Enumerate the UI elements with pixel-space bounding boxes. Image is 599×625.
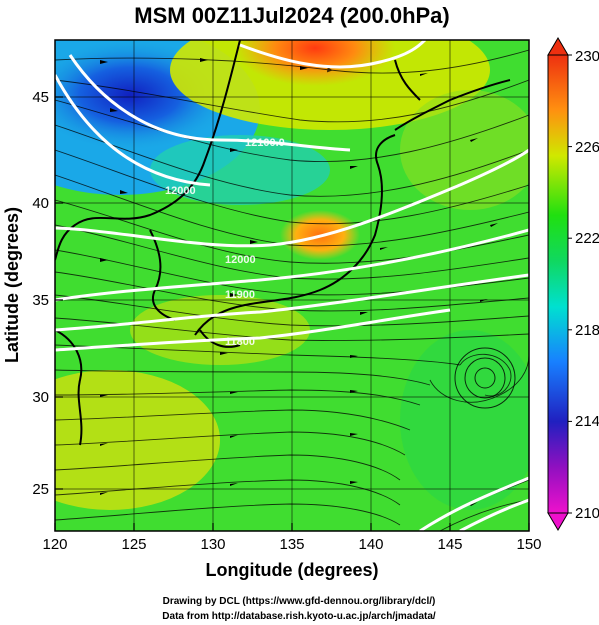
y-ticks	[55, 96, 63, 490]
plot-title: MSM 00Z11Jul2024 (200.0hPa)	[134, 3, 450, 28]
yellow-region-ne	[400, 90, 529, 210]
colorbar-top-triangle	[547, 37, 569, 56]
cyclone-swirl	[454, 347, 516, 409]
contour-label-1: 12100.0	[245, 137, 285, 149]
x-tick-label: 120	[42, 536, 67, 553]
colorbar-tick-label: 226	[575, 139, 599, 156]
streamline-arrows	[90, 58, 498, 506]
y-tick-label: 45	[32, 89, 49, 106]
x-tick-label: 130	[200, 536, 225, 553]
contour-label-5: 11800	[225, 336, 255, 348]
contour-label-3: 12000	[225, 254, 256, 266]
yellow-band-south	[55, 370, 220, 510]
colorbar-body	[547, 54, 569, 514]
colorbar-tick-label: 214	[575, 413, 599, 430]
y-tick-label: 40	[32, 195, 49, 212]
contour-label-2: 12000	[165, 185, 196, 197]
colorbar-tick-label: 218	[575, 322, 599, 339]
height-contours	[55, 40, 529, 531]
y-tick-label: 35	[32, 292, 49, 309]
x-axis-label: Longitude (degrees)	[205, 560, 378, 580]
x-tick-label: 150	[516, 536, 541, 553]
x-tick-label: 145	[437, 536, 462, 553]
colorbar-tick-label: 210	[575, 505, 599, 522]
contour-label-4: 11900	[225, 289, 255, 301]
x-tick-label: 125	[121, 536, 146, 553]
map-panel: 12100.0 12000 12000 11900 11800	[55, 40, 529, 531]
green-region-east	[400, 330, 529, 510]
colorbar-tick-label: 222	[575, 230, 599, 247]
lon-grid	[133, 40, 451, 531]
y-tick-labels: 25 30 35 40 45	[32, 89, 49, 498]
x-ticks	[54, 523, 530, 531]
credit-drawing: Drawing by DCL (https://www.gfd-dennou.o…	[163, 596, 436, 607]
credit-data: Data from http://database.rish.kyoto-u.a…	[162, 611, 436, 622]
hot-spot-north	[235, 40, 395, 86]
x-tick-labels: 120 125 130 135 140 145 150	[42, 536, 541, 553]
streamlines	[55, 49, 529, 531]
x-tick-label: 140	[358, 536, 383, 553]
y-tick-label: 25	[32, 481, 49, 498]
colorbar: 230 226 222 218 214 210	[547, 37, 599, 531]
y-tick-label: 30	[32, 389, 49, 406]
y-axis-label: Latitude (degrees)	[2, 207, 22, 363]
colorbar-bottom-triangle	[547, 512, 569, 531]
colorbar-tick-label: 230	[575, 48, 599, 65]
x-tick-label: 135	[279, 536, 304, 553]
cool-band	[150, 135, 330, 205]
